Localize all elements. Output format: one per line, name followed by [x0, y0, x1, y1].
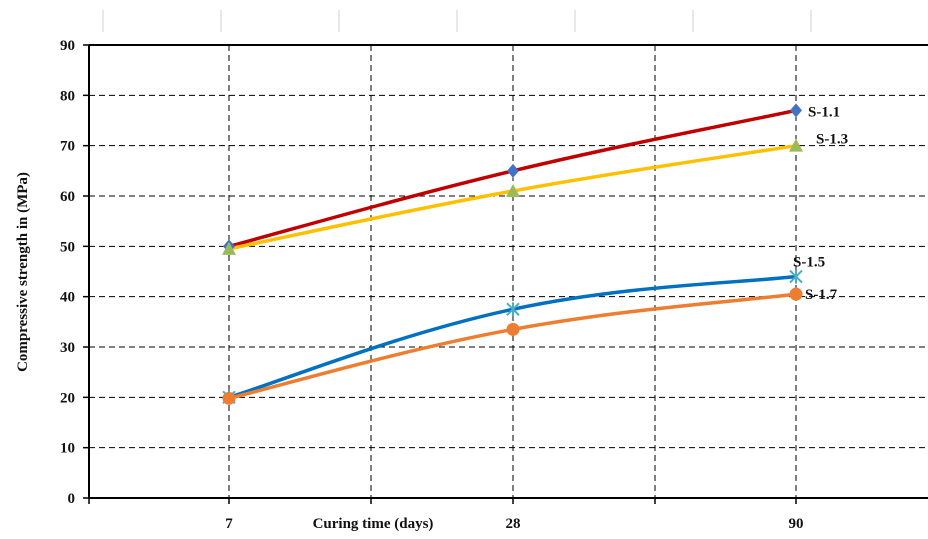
series-label: S-1.1 [808, 104, 840, 120]
y-axis-title: Compressive strength in (MPa) [15, 172, 31, 372]
y-tick-label: 20 [60, 390, 75, 406]
data-point-marker [789, 287, 803, 301]
y-tick-label: 10 [60, 441, 75, 457]
y-tick-labels: 0 10 20 30 40 50 60 70 80 90 [60, 38, 89, 507]
data-point-marker [222, 241, 236, 255]
top-tick-marks [102, 10, 812, 32]
y-tick-label: 50 [60, 239, 75, 255]
data-point-marker [506, 183, 520, 197]
data-point-marker [789, 269, 803, 284]
x-tick-label: 90 [789, 516, 804, 532]
series-label: S-1.5 [793, 255, 825, 271]
data-point-marker [506, 322, 520, 336]
data-point-marker [506, 302, 520, 317]
x-tick-label: 7 [225, 516, 233, 532]
series-markers [222, 103, 803, 405]
y-tick-label: 30 [60, 340, 75, 356]
series-label: S-1.3 [816, 132, 848, 148]
y-tick-label: 60 [60, 189, 75, 205]
data-point-marker [222, 391, 236, 405]
y-tick-label: 80 [60, 88, 75, 104]
series-labels: S-1.1 S-1.3 S-1.5 S-1.7 [793, 104, 848, 303]
x-axis-title: Curing time (days) [313, 516, 434, 532]
y-tick-label: 70 [60, 139, 75, 155]
data-point-marker [790, 103, 802, 118]
y-tick-label: 40 [60, 290, 75, 306]
data-point-marker [789, 138, 803, 152]
x-tick-label: 28 [506, 516, 521, 532]
grid-lines [89, 45, 928, 498]
data-point-marker [507, 163, 519, 178]
x-tick-labels: 7 28 90 [88, 498, 804, 532]
series-label: S-1.7 [805, 287, 838, 303]
y-tick-label: 0 [68, 491, 76, 507]
y-tick-label: 90 [60, 38, 75, 54]
